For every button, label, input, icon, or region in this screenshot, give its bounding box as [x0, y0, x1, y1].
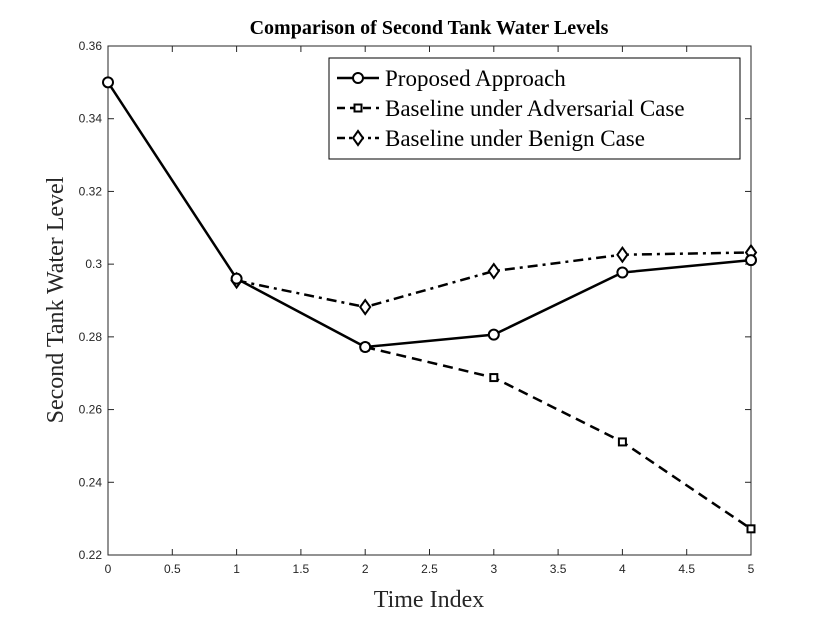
y-tick-label: 0.24 [79, 475, 103, 489]
circle-marker [487, 328, 500, 341]
legend-box [328, 57, 741, 160]
legend-label: Baseline under Adversarial Case [385, 96, 685, 121]
chart-title: Comparison of Second Tank Water Levels [250, 17, 609, 39]
diamond-marker [358, 298, 372, 316]
circle-marker [230, 272, 243, 285]
legend: Proposed Approach Baseline under Adversar… [328, 57, 741, 160]
x-tick-label: 0.5 [164, 562, 181, 576]
y-tick-label: 0.22 [79, 548, 103, 562]
circle-marker [359, 341, 372, 354]
series-line-dashdot [236, 251, 752, 309]
x-tick-label: 4.5 [678, 562, 695, 576]
circle-marker [102, 76, 114, 89]
y-tick-label: 0.26 [79, 403, 103, 417]
axes: 0 0.5 1 1.5 2 2.5 3 3.5 4 4.5 5 0.22 0.24 0.26 0.28 0.3… [79, 39, 755, 576]
legend-label: Proposed Approach [385, 66, 566, 91]
square-marker [489, 373, 499, 383]
y-tick-label: 0.32 [79, 184, 103, 198]
series-diamond [230, 243, 758, 316]
x-tick-label: 3.5 [550, 562, 567, 576]
y-axis-label: Second Tank Water Level [43, 176, 69, 423]
x-tick-label: 0 [105, 562, 112, 576]
diamond-marker-legend [351, 129, 365, 147]
diamond-marker [487, 262, 501, 280]
legend-label: Baseline under Benign Case [385, 126, 645, 151]
square-marker-legend [353, 103, 363, 113]
series-circle [102, 76, 757, 354]
square-marker [617, 437, 627, 447]
diamond-marker [616, 245, 629, 264]
circle-marker [616, 266, 629, 279]
circle-marker-legend [352, 72, 364, 84]
x-tick-label: 1 [233, 562, 240, 576]
y-tick-label: 0.28 [79, 330, 103, 344]
square-marker [746, 524, 756, 534]
x-tick-label: 2.5 [421, 562, 438, 576]
x-tick-label: 5 [748, 562, 755, 576]
y-tick-label: 0.3 [85, 257, 102, 271]
y-tick-label: 0.34 [79, 112, 103, 126]
x-tick-label: 4 [619, 562, 626, 576]
x-tick-label: 2 [362, 562, 369, 576]
x-axis-label: Time Index [374, 587, 484, 613]
series-square [360, 342, 756, 534]
series-group [102, 76, 758, 534]
x-tick-label: 1.5 [293, 562, 310, 576]
series-line-solid [106, 81, 752, 349]
circle-marker [745, 254, 757, 267]
y-tick-label: 0.36 [79, 39, 103, 53]
series-line-dashed [364, 345, 752, 530]
x-tick-label: 3 [490, 562, 497, 576]
